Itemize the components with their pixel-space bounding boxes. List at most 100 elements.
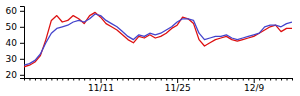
- x-tick-mark: [194, 78, 195, 81]
- x-tick-mark: [259, 78, 260, 81]
- x-tick: [40, 78, 41, 81]
- x-tick-mark: [40, 78, 41, 81]
- x-tick: [232, 78, 233, 81]
- x-tick: 11/25: [165, 78, 191, 93]
- y-tick-label: 30: [6, 54, 18, 64]
- x-tick-mark: [161, 78, 162, 81]
- y-tick-label: 50: [6, 22, 18, 32]
- x-tick-mark: [128, 78, 129, 81]
- x-tick: [62, 78, 63, 81]
- x-tick: [144, 78, 145, 81]
- x-tick-mark: [287, 78, 288, 81]
- x-tick-mark: [79, 78, 80, 81]
- x-tick: [155, 78, 156, 81]
- lines: [24, 12, 292, 66]
- y-tick: 40: [6, 38, 24, 48]
- x-tick: [90, 78, 91, 81]
- x-tick-mark: [84, 78, 85, 81]
- x-tick: [35, 78, 36, 81]
- chart: 20 30 40 50 60 11/11 11/25 12/9: [0, 0, 300, 96]
- y-axis-line: [20, 7, 25, 79]
- x-tick-mark: [144, 78, 145, 81]
- x-tick-mark: [46, 78, 47, 81]
- x-tick-mark: [221, 78, 222, 81]
- x-tick-mark: [254, 78, 255, 83]
- x-tick: [199, 78, 200, 81]
- x-tick-label: 12/9: [244, 83, 264, 93]
- x-tick: [210, 78, 211, 81]
- x-tick: [276, 78, 277, 81]
- x-tick-mark: [122, 78, 123, 81]
- x-axis: 11/11 11/25 12/9: [25, 78, 293, 93]
- y-tick-label: 20: [6, 70, 18, 80]
- x-tick: [204, 78, 205, 81]
- x-tick: [287, 78, 288, 81]
- x-tick-mark: [112, 78, 113, 81]
- x-tick: 12/9: [244, 78, 264, 93]
- x-tick-mark: [226, 78, 227, 81]
- x-tick-mark: [210, 78, 211, 81]
- x-tick-mark: [177, 78, 178, 83]
- x-tick: [84, 78, 85, 81]
- x-tick: [183, 78, 184, 81]
- x-tick: 11/11: [88, 78, 114, 93]
- x-tick: [57, 78, 58, 81]
- x-tick-mark: [172, 78, 173, 81]
- x-tick-mark: [90, 78, 91, 81]
- x-tick: [112, 78, 113, 81]
- x-tick: [139, 78, 140, 81]
- x-tick-mark: [199, 78, 200, 81]
- x-tick: [172, 78, 173, 81]
- x-tick-mark: [270, 78, 271, 81]
- x-tick: [281, 78, 282, 81]
- x-tick: [122, 78, 123, 81]
- y-tick-label: 40: [6, 38, 18, 48]
- x-tick: [226, 78, 227, 81]
- x-tick: [95, 78, 96, 81]
- x-tick-mark: [35, 78, 36, 81]
- x-tick: [46, 78, 47, 81]
- x-tick: [117, 78, 118, 81]
- x-tick: [106, 78, 107, 81]
- x-tick-mark: [57, 78, 58, 81]
- x-tick: [243, 78, 244, 81]
- x-tick-mark: [29, 78, 30, 81]
- x-tick: [166, 78, 167, 81]
- x-tick-label: 11/25: [165, 83, 191, 93]
- x-tick-mark: [155, 78, 156, 81]
- y-tick-mark: [20, 27, 24, 28]
- y-tick: 20: [6, 70, 24, 80]
- x-tick-mark: [232, 78, 233, 81]
- x-tick-mark: [51, 78, 52, 81]
- x-tick: [259, 78, 260, 81]
- y-tick-mark: [20, 43, 24, 44]
- x-tick-mark: [133, 78, 134, 81]
- x-axis-line: [25, 78, 293, 79]
- x-tick: [68, 78, 69, 81]
- x-tick-mark: [188, 78, 189, 81]
- x-tick-mark: [237, 78, 238, 81]
- x-tick: [265, 78, 266, 81]
- x-tick-mark: [68, 78, 69, 81]
- x-tick-mark: [183, 78, 184, 81]
- x-tick-mark: [62, 78, 63, 81]
- y-tick: 60: [6, 6, 24, 16]
- x-tick-mark: [166, 78, 167, 81]
- x-tick: [161, 78, 162, 81]
- plot: 20 30 40 50 60 11/11 11/25 12/9: [6, 6, 293, 93]
- y-tick-label: 60: [6, 6, 18, 16]
- x-tick: [79, 78, 80, 81]
- x-tick: [133, 78, 134, 81]
- x-tick-mark: [276, 78, 277, 81]
- x-tick-mark: [265, 78, 266, 81]
- x-tick-mark: [204, 78, 205, 81]
- x-tick: [292, 78, 293, 81]
- x-tick: [29, 78, 30, 81]
- x-tick-mark: [150, 78, 151, 81]
- x-tick: [237, 78, 238, 81]
- x-tick: [270, 78, 271, 81]
- x-tick: [150, 78, 151, 81]
- x-tick: [221, 78, 222, 81]
- x-tick-label: 11/11: [88, 83, 114, 93]
- x-tick: [24, 78, 25, 81]
